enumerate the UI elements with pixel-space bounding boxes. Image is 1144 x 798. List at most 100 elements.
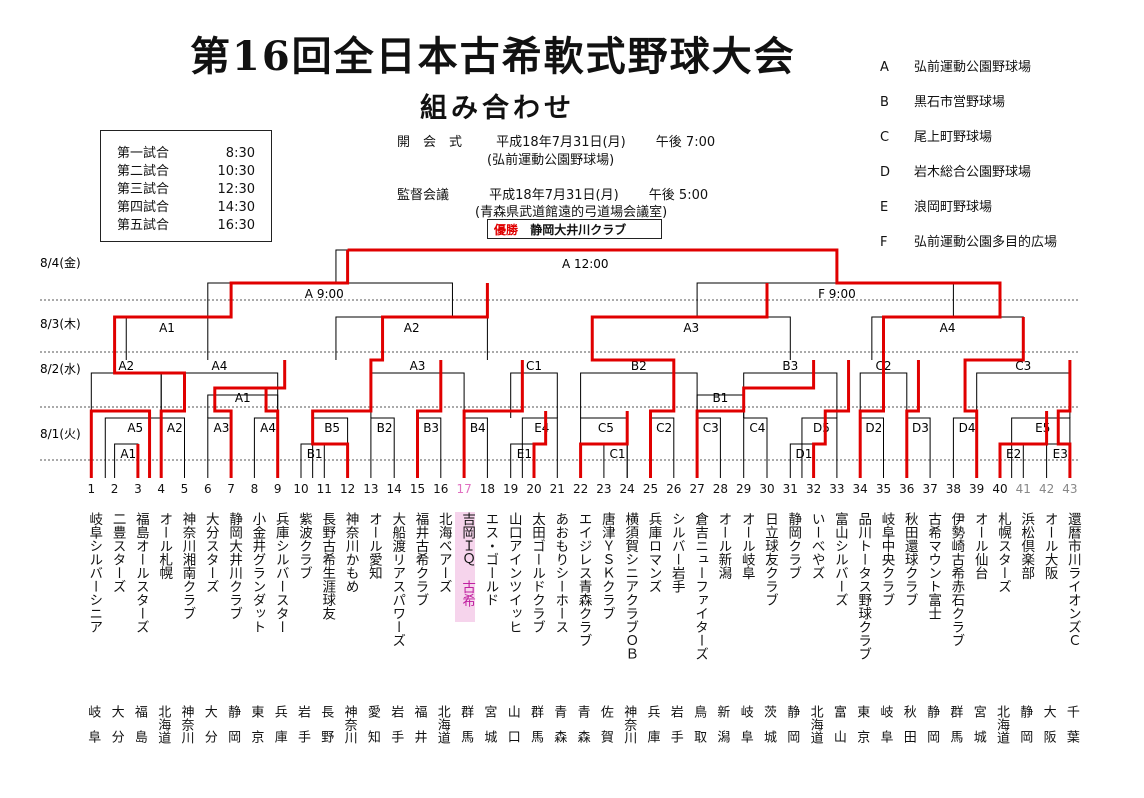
winning-path [812, 360, 851, 478]
match-label: E4 [534, 421, 549, 435]
team-name: 北海ベアーズ [435, 512, 452, 593]
team-number: 34 [852, 482, 868, 496]
first-round-match [521, 417, 558, 478]
semifinal-match [696, 282, 954, 317]
team-number: 3 [134, 482, 142, 496]
second-round-match [976, 372, 1071, 418]
match-label: A1 [159, 321, 175, 335]
team-name: 神奈川湘南クラブ [179, 512, 196, 620]
match-label: C4 [749, 421, 765, 435]
team-prefecture: 鳥取 [691, 705, 707, 755]
team-number: 6 [203, 482, 212, 496]
match-label: E5 [1035, 421, 1050, 435]
match-label: B4 [470, 421, 486, 435]
team-name: 神奈川かもめ [342, 512, 359, 593]
team-name: 秋田還球クラブ [901, 512, 918, 607]
match-label: A3 [683, 321, 699, 335]
match-label: C2 [656, 421, 672, 435]
team-prefecture: 神奈川 [621, 705, 637, 744]
team-prefecture: 茨城 [761, 705, 776, 755]
team-name: 大分スターズ [202, 512, 219, 593]
winning-path [113, 360, 186, 478]
team-name: いーべやズ [808, 512, 825, 580]
winning-path [998, 411, 1049, 478]
team-prefecture: 群馬 [528, 705, 543, 755]
team-prefecture: 福島 [131, 705, 147, 755]
team-prefecture: 神奈川 [178, 705, 194, 744]
team-name: オール仙台 [971, 512, 988, 580]
team-name: 富山シルバーズ [831, 512, 848, 607]
team-name: 岐阜シルバーシニア [86, 512, 103, 634]
match-label: D2 [865, 421, 882, 435]
team-number: 40 [992, 482, 1008, 496]
team-prefecture: 岐阜 [85, 705, 101, 755]
team-name: オール岐阜 [738, 512, 755, 580]
first-round-match [743, 417, 768, 478]
winning-path [213, 360, 287, 478]
team-number: 42 [1038, 482, 1055, 496]
winning-path [905, 360, 920, 478]
match-label: A 12:00 [562, 257, 609, 271]
match-label: C5 [598, 421, 614, 435]
team-prefecture: 青森 [574, 705, 590, 755]
venue-item: F 弘前運動公園多目的広場 [880, 235, 1058, 250]
team-prefecture: 兵庫 [644, 705, 660, 755]
match-label: A4 [260, 421, 276, 435]
team-prefecture: 佐賀 [597, 705, 613, 755]
match-label: A5 [127, 421, 143, 435]
team-name: 太田ゴールドクラブ [529, 512, 545, 634]
team-number: 19 [503, 482, 519, 496]
match-label: A3 [410, 359, 426, 373]
team-number: 25 [642, 482, 659, 496]
winning-path [1056, 360, 1072, 478]
opening-ceremony-line: 開 会 式 平成18年7月31日(月) 午後 7:00 [397, 135, 716, 150]
team-number: 4 [157, 482, 165, 496]
team-name: 伊勢崎古希赤石クラブ [948, 512, 965, 647]
match-label: D3 [912, 421, 929, 435]
venue-list: A 弘前運動公園野球場 B 黒石市営野球場 C 尾上町野球場 D 岩木総合公園野球場 E… [880, 56, 1057, 266]
team-prefecture: 大阪 [1040, 705, 1056, 755]
match-label: C1 [526, 359, 542, 373]
team-number: 9 [273, 482, 282, 496]
winning-path [416, 360, 443, 478]
team-number: 31 [782, 482, 798, 496]
highlight-mark [455, 512, 475, 622]
winning-path [347, 248, 1002, 478]
team-prefecture: 群馬 [947, 705, 963, 755]
match-label: B3 [423, 421, 439, 435]
match-label: C3 [703, 421, 719, 435]
schedule-row: 第一試合 8:30 [117, 146, 255, 161]
team-prefecture: 秋田 [900, 705, 916, 755]
team-name: 小金井グランダット [249, 512, 266, 634]
team-number: 43 [1062, 482, 1078, 496]
round-date-label: 8/4(金) [40, 255, 81, 270]
venue-item: B 黒石市営野球場 [880, 95, 1006, 110]
match-label: A3 [214, 421, 230, 435]
winning-path [695, 360, 816, 478]
team-number: 26 [666, 482, 682, 496]
team-prefecture: 静岡 [1017, 705, 1033, 755]
team-number: 29 [736, 482, 752, 496]
match-label: B1 [712, 391, 728, 405]
team-prefecture: 北海道 [994, 705, 1009, 744]
team-number: 21 [549, 482, 565, 496]
team-number: 17 [456, 482, 472, 496]
team-name: 大船渡リアスパワーズ [389, 512, 406, 647]
team-prefecture: 静岡 [784, 705, 800, 755]
team-name: 紫波クラブ [296, 512, 312, 580]
team-name: オール新潟 [715, 512, 732, 580]
team-number: 16 [433, 482, 449, 496]
team-number: 1 [87, 482, 96, 496]
match-label: B3 [782, 359, 798, 373]
team-prefecture: 千葉 [1063, 705, 1079, 755]
schedule-row: 第二試合 10:30 [117, 164, 255, 179]
champion-box: 優勝 静岡大井川クラブ [487, 219, 662, 239]
team-number: 12 [339, 482, 356, 496]
team-name: 日立球友クラブ [762, 512, 778, 607]
match-label: A4 [940, 321, 956, 335]
team-name: あおもりシーホース [552, 512, 569, 634]
venue-item: E 浪岡町野球場 [880, 200, 993, 215]
team-prefecture: 山口 [504, 705, 520, 755]
team-number: 15 [409, 482, 426, 496]
round-date-label: 8/2(水) [40, 362, 81, 376]
